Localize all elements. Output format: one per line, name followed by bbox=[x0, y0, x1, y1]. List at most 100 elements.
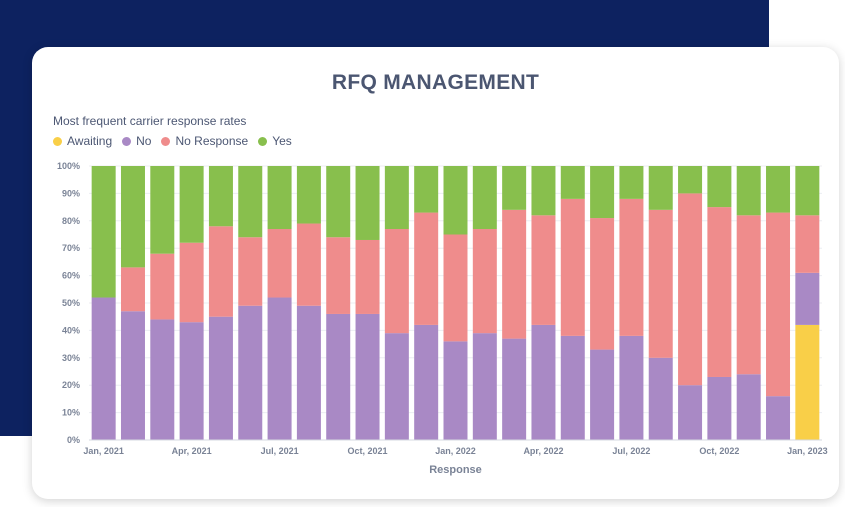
bar-segment-no bbox=[590, 349, 615, 440]
x-tick-label: Oct, 2022 bbox=[699, 446, 739, 456]
chart-subtitle: Most frequent carrier response rates bbox=[53, 114, 247, 128]
x-tick-label: Jul, 2022 bbox=[612, 446, 650, 456]
bar-segment-no bbox=[648, 357, 673, 440]
bar-segment-no bbox=[678, 385, 703, 440]
bar-segment-no-response bbox=[560, 198, 585, 336]
y-tick-label: 100% bbox=[57, 161, 80, 171]
bar-segment-yes bbox=[766, 166, 791, 213]
bar-segment-no bbox=[150, 319, 175, 440]
legend-item-no-response[interactable]: No Response bbox=[161, 134, 248, 148]
bar-segment-no bbox=[707, 376, 732, 440]
bar-segment-no-response bbox=[384, 229, 409, 334]
bar-segment-yes bbox=[384, 166, 409, 230]
bar-segment-yes bbox=[150, 166, 175, 254]
legend-item-yes[interactable]: Yes bbox=[258, 134, 292, 148]
bar-segment-yes bbox=[414, 166, 439, 213]
x-tick-label: Oct, 2021 bbox=[348, 446, 388, 456]
bar-segment-no-response bbox=[443, 234, 468, 342]
bar-segment-no bbox=[531, 324, 556, 440]
bar-segment-yes bbox=[678, 166, 703, 194]
bar-segment-yes bbox=[707, 166, 732, 208]
bar-segment-yes bbox=[648, 166, 673, 210]
y-tick-label: 70% bbox=[62, 243, 80, 253]
bar-segment-no-response bbox=[355, 239, 380, 314]
bar-segment-no bbox=[208, 316, 233, 440]
bar-segment-no-response bbox=[678, 193, 703, 386]
chart-legend: Awaiting No No Response Yes bbox=[53, 134, 292, 148]
bar-segment-no-response bbox=[179, 242, 204, 323]
bar-segment-no bbox=[326, 313, 351, 440]
bar-segment-yes bbox=[326, 166, 351, 238]
bar-segment-no-response bbox=[326, 237, 351, 314]
legend-swatch-awaiting bbox=[53, 136, 62, 146]
legend-label-yes: Yes bbox=[272, 134, 292, 148]
bar-segment-no-response bbox=[120, 267, 145, 312]
legend-label-no: No bbox=[136, 134, 152, 148]
x-tick-label: Jan, 2023 bbox=[787, 446, 828, 456]
legend-label-awaiting: Awaiting bbox=[67, 134, 113, 148]
bar-segment-no bbox=[795, 272, 820, 325]
bar-segment-yes bbox=[736, 166, 761, 216]
legend-swatch-no bbox=[122, 136, 132, 146]
bar-segment-yes bbox=[472, 166, 497, 230]
legend-item-no[interactable]: No bbox=[122, 134, 151, 148]
x-tick-label: Jan, 2022 bbox=[435, 446, 476, 456]
x-axis-title: Response bbox=[429, 464, 482, 476]
bar-segment-yes bbox=[179, 166, 204, 243]
y-tick-label: 40% bbox=[62, 325, 80, 335]
bar-segment-yes bbox=[267, 166, 292, 230]
x-tick-label: Apr, 2022 bbox=[523, 446, 563, 456]
bar-segment-no-response bbox=[296, 223, 321, 306]
y-tick-label: 90% bbox=[62, 188, 80, 198]
bar-segment-no-response bbox=[208, 226, 233, 317]
bar-segment-no bbox=[267, 297, 292, 440]
bar-segment-no bbox=[560, 335, 585, 440]
bar-segment-no-response bbox=[590, 218, 615, 350]
bar-segment-yes bbox=[502, 166, 527, 210]
bar-segment-yes bbox=[296, 166, 321, 224]
y-tick-label: 0% bbox=[67, 435, 80, 445]
bar-segment-no bbox=[736, 374, 761, 440]
bar-segment-no-response bbox=[414, 212, 439, 325]
bar-segment-no-response bbox=[502, 209, 527, 339]
chart-card: RFQ MANAGEMENT Most frequent carrier res… bbox=[32, 47, 839, 499]
bar-segment-no bbox=[472, 333, 497, 440]
bar-segment-no bbox=[619, 335, 644, 440]
bar-segment-yes bbox=[238, 166, 263, 238]
bar-segment-no-response bbox=[238, 237, 263, 306]
bar-segment-no bbox=[443, 341, 468, 440]
x-tick-label: Apr, 2021 bbox=[172, 446, 212, 456]
bar-segment-yes bbox=[91, 166, 116, 298]
bar-segment-yes bbox=[619, 166, 644, 199]
bar-segment-no-response bbox=[795, 215, 820, 273]
bar-segment-no bbox=[502, 338, 527, 440]
stacked-bar-chart: 0% 10% 20% 30% 40% 50% 60% 70% 80% 90% 100% Jan, 20… bbox=[57, 161, 828, 476]
bar-segment-no bbox=[766, 396, 791, 440]
bar-segment-yes bbox=[355, 166, 380, 240]
chart-title: RFQ MANAGEMENT bbox=[331, 71, 540, 94]
y-tick-label: 30% bbox=[62, 353, 80, 363]
bar-segment-yes bbox=[560, 166, 585, 199]
y-tick-label: 80% bbox=[62, 216, 80, 226]
legend-swatch-yes bbox=[258, 136, 268, 146]
legend-item-awaiting[interactable]: Awaiting bbox=[53, 134, 112, 148]
x-tick-label: Jan, 2021 bbox=[83, 446, 124, 456]
bar-segment-no-response bbox=[707, 207, 732, 377]
bar-segment-no bbox=[414, 324, 439, 440]
bar-segment-no-response bbox=[736, 215, 761, 375]
bar-segment-no bbox=[238, 305, 263, 440]
y-tick-label: 20% bbox=[62, 380, 80, 390]
bar-segment-no bbox=[296, 305, 321, 440]
bar-segment-no-response bbox=[648, 209, 673, 358]
bar-segment-yes bbox=[795, 166, 820, 216]
bar-segment-no bbox=[355, 313, 380, 440]
bar-segment-no-response bbox=[150, 253, 175, 320]
bar-segment-no-response bbox=[619, 198, 644, 336]
y-tick-label: 10% bbox=[62, 408, 80, 418]
bar-segment-no bbox=[120, 311, 145, 440]
bar-segment-no bbox=[384, 333, 409, 440]
bar-segment-no bbox=[91, 297, 116, 440]
bar-segment-no bbox=[179, 322, 204, 440]
legend-swatch-no-response bbox=[161, 136, 171, 146]
x-tick-label: Jul, 2021 bbox=[261, 446, 299, 456]
